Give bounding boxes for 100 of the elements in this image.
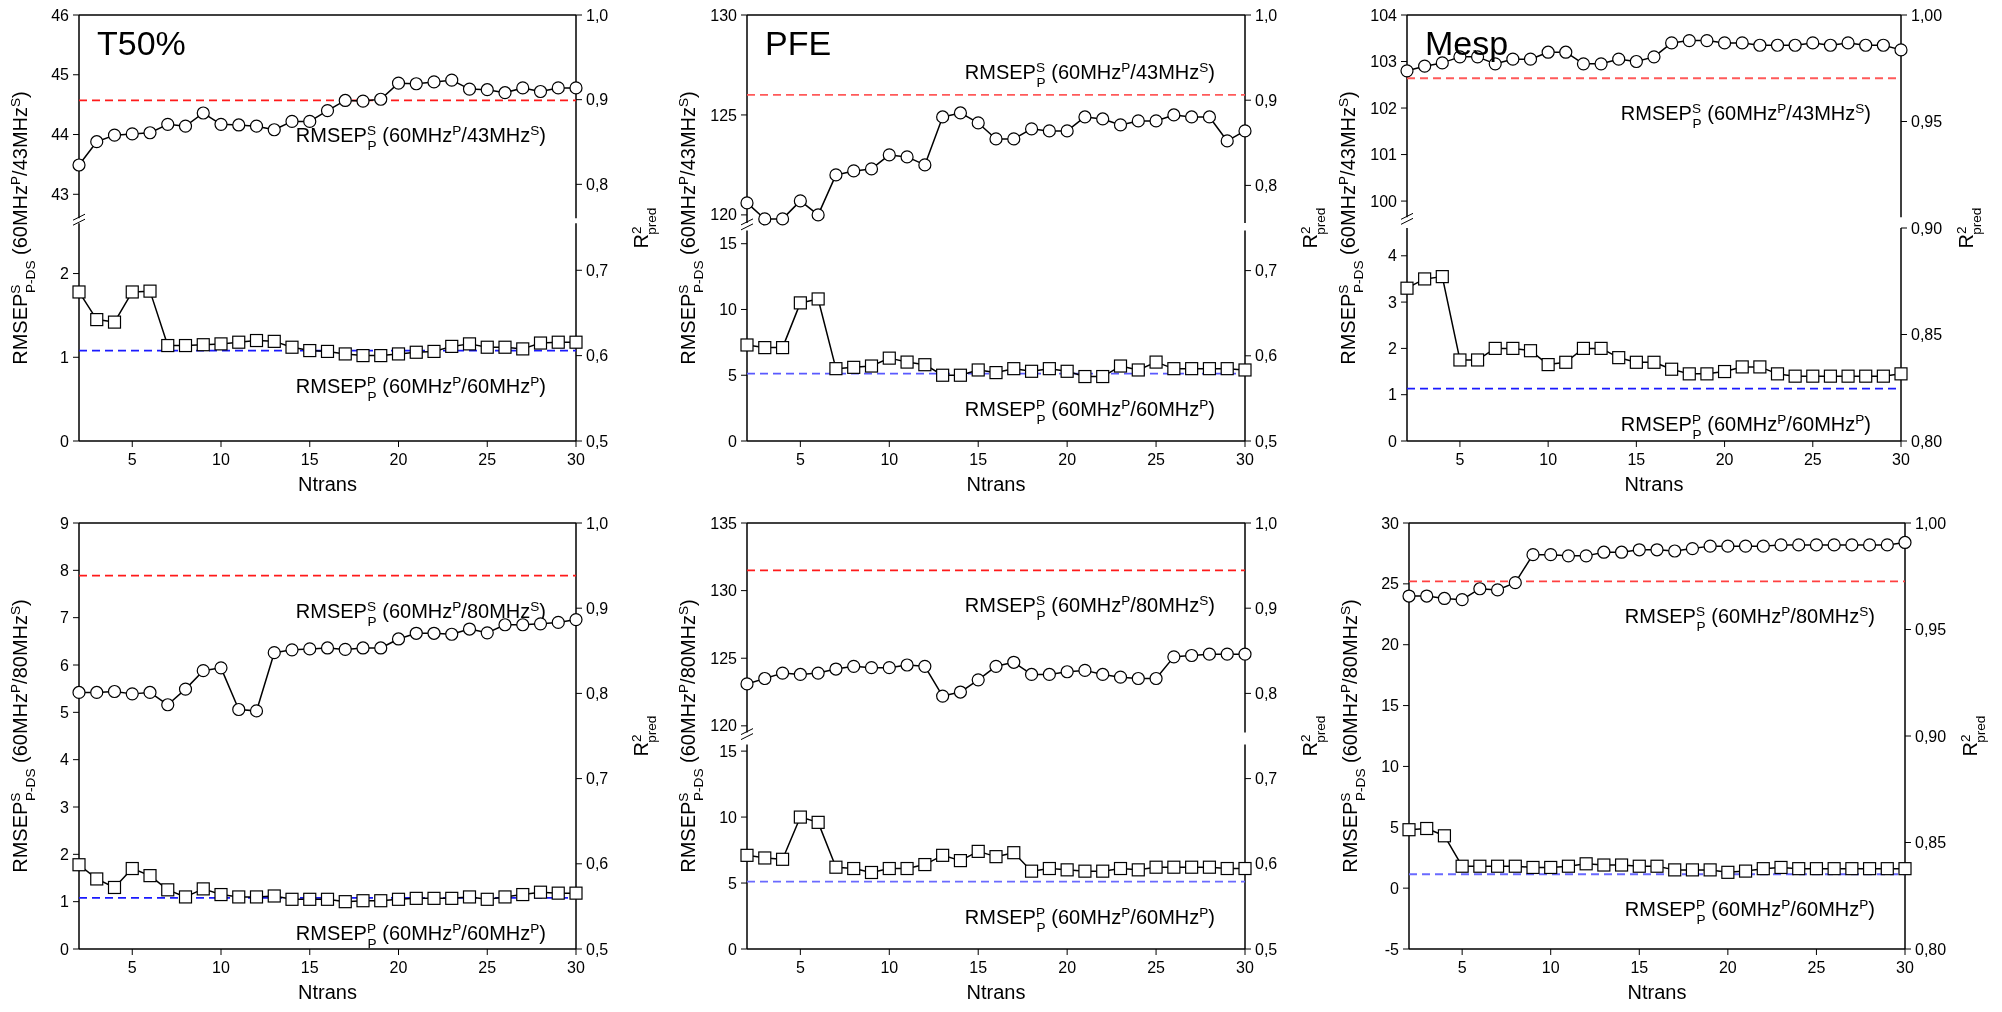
point	[1792, 538, 1806, 552]
y-tick-label: 4	[1388, 247, 1398, 265]
point	[1149, 355, 1163, 369]
y2-tick-label: 0,85	[1915, 834, 1947, 852]
point	[480, 626, 494, 640]
y2-tick-label: 1,00	[1915, 514, 1947, 532]
point	[178, 338, 193, 353]
y-tick-label: 1	[60, 893, 70, 911]
point	[1561, 549, 1576, 563]
point	[232, 335, 246, 349]
point	[1508, 859, 1522, 873]
point	[90, 135, 104, 149]
y-tick-label: 3	[1388, 293, 1398, 311]
y2-tick-label: 0,6	[1255, 855, 1278, 873]
point	[1827, 862, 1841, 876]
y2-tick-label: 0,9	[1255, 599, 1278, 617]
point	[1876, 369, 1890, 383]
point	[900, 150, 914, 164]
point	[409, 626, 423, 640]
point	[1721, 539, 1735, 553]
point	[551, 615, 565, 629]
point	[303, 343, 317, 358]
point	[1078, 663, 1092, 677]
point	[1774, 860, 1788, 875]
point	[1024, 364, 1039, 378]
point	[900, 658, 914, 672]
point	[1238, 124, 1252, 138]
point	[1455, 593, 1469, 607]
point	[1220, 362, 1234, 376]
point	[1185, 860, 1199, 874]
y-tick-label: 0	[60, 432, 70, 450]
point	[1597, 545, 1611, 559]
point	[1400, 281, 1414, 295]
x-axis-title: Ntrans	[1627, 981, 1687, 1003]
point	[1735, 36, 1749, 50]
point	[480, 340, 494, 354]
y-tick-label: 0	[728, 940, 738, 958]
point	[1647, 355, 1661, 369]
x-tick-label: 30	[1236, 451, 1254, 468]
y-tick-label: 15	[719, 235, 738, 253]
x-tick-label: 15	[969, 451, 988, 468]
point	[1060, 124, 1074, 138]
y2-tick-label: 0,6	[1255, 347, 1278, 365]
point	[740, 848, 754, 862]
x-tick-label: 25	[478, 451, 497, 468]
point	[1418, 272, 1432, 286]
point	[1526, 860, 1540, 875]
point	[1753, 38, 1767, 52]
point	[1809, 538, 1824, 552]
y2-tick-label: 0,80	[1911, 432, 1943, 450]
point	[989, 850, 1003, 864]
point	[267, 646, 281, 660]
point	[1453, 353, 1467, 367]
point	[936, 689, 950, 703]
y-tick-label: 5	[1390, 818, 1400, 836]
x-tick-label: 20	[1715, 451, 1734, 468]
point	[1703, 863, 1717, 877]
x-tick-label: 30	[1236, 959, 1254, 976]
point	[793, 194, 807, 208]
y2-tick-label: 0,95	[1911, 113, 1943, 131]
point	[882, 148, 896, 162]
point	[1402, 589, 1416, 603]
x-tick-label: 20	[1058, 451, 1077, 468]
point	[498, 890, 512, 904]
point	[1827, 538, 1841, 552]
point	[214, 887, 228, 902]
y-tick-label: 1	[60, 348, 70, 366]
point	[1007, 362, 1021, 376]
point	[953, 854, 968, 868]
point	[936, 110, 950, 124]
chart-title: Mesp	[1425, 24, 1509, 62]
point	[374, 641, 388, 655]
x-tick-label: 5	[1457, 959, 1467, 976]
point	[356, 349, 370, 363]
y-tick-label: 101	[1370, 146, 1398, 164]
y-tick-label: 10	[1381, 758, 1400, 776]
point	[1770, 367, 1785, 381]
point	[1096, 864, 1110, 878]
y-tick-label: 100	[1370, 192, 1398, 210]
y-tick-label: 7	[60, 609, 70, 627]
ref-line-label: RMSEP$^{P}$$_{P}$ (60MHz$^{P}$/60MHz$^{P}$)	[964, 396, 1215, 427]
point	[864, 865, 879, 880]
y-tick-label: 45	[51, 66, 70, 84]
point	[285, 892, 299, 906]
point	[125, 127, 139, 141]
point	[1113, 118, 1128, 132]
y-tick-label: 43	[51, 185, 70, 203]
x-tick-label: 10	[1539, 451, 1558, 468]
point	[775, 666, 790, 680]
point	[90, 685, 104, 700]
point	[1614, 545, 1629, 559]
y-tick-label: -5	[1384, 940, 1400, 958]
y2-tick-label: 0,9	[586, 599, 609, 617]
point	[971, 844, 985, 858]
x-tick-label: 15	[969, 959, 988, 976]
y-tick-label: 9	[60, 514, 70, 532]
x-tick-label: 15	[1630, 959, 1649, 976]
point	[953, 106, 968, 120]
point	[232, 118, 246, 132]
ref-line-label: RMSEP$^{P}$$_{P}$ (60MHz$^{P}$/60MHz$^{P}$)	[295, 920, 546, 951]
